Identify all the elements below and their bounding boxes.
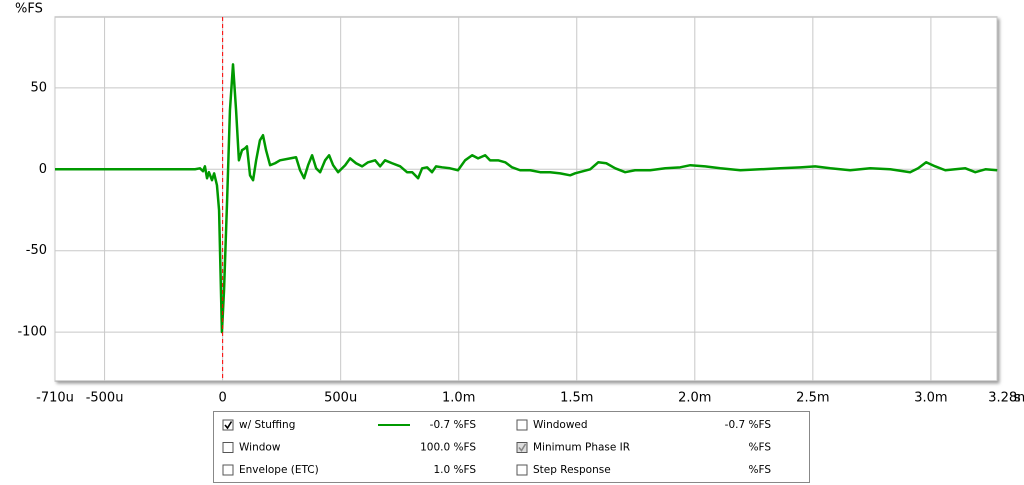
check-mark xyxy=(224,421,233,430)
x-tick-label: 3.28m xyxy=(988,391,1024,406)
x-tick-label: 3.0m xyxy=(914,391,947,406)
y-axis-label: %FS xyxy=(15,2,43,17)
legend-label[interactable]: w/ Stuffing xyxy=(239,419,295,431)
legend-readout: %FS xyxy=(749,442,772,454)
x-tick-label: -500u xyxy=(86,391,124,406)
x-tick-label: 500u xyxy=(324,391,357,406)
plot-area xyxy=(54,16,998,382)
legend-label[interactable]: Window xyxy=(239,442,281,454)
x-tick-label: -710u xyxy=(36,391,74,406)
legend-readout: -0.7 %FS xyxy=(725,419,772,431)
checkbox[interactable] xyxy=(222,464,234,476)
y-tick-label: 50 xyxy=(30,80,47,95)
legend-readout: 100.0 %FS xyxy=(420,442,476,454)
y-tick-label: -50 xyxy=(26,243,47,258)
x-tick-label: 0 xyxy=(218,391,226,406)
legend-label[interactable]: Windowed xyxy=(533,419,588,431)
legend-readout: 1.0 %FS xyxy=(433,464,476,476)
checkbox[interactable] xyxy=(516,464,528,476)
x-tick-label: 2.0m xyxy=(678,391,711,406)
legend-label[interactable]: Envelope (ETC) xyxy=(239,464,319,476)
checkbox[interactable] xyxy=(222,419,234,431)
legend-panel xyxy=(213,411,810,483)
checkbox[interactable] xyxy=(516,419,528,431)
x-tick-label: 2.5m xyxy=(796,391,829,406)
legend-label[interactable]: Minimum Phase IR xyxy=(533,442,630,454)
series-line xyxy=(55,63,998,334)
checkbox[interactable] xyxy=(516,442,528,453)
x-tick-label: 1.5m xyxy=(560,391,593,406)
checkbox[interactable] xyxy=(222,442,234,453)
y-tick-label: 0 xyxy=(39,162,47,177)
y-tick-label: -100 xyxy=(17,325,47,340)
x-tick-label: 1.0m xyxy=(442,391,475,406)
x-unit: s xyxy=(1014,391,1021,406)
legend-label[interactable]: Step Response xyxy=(533,464,611,476)
legend-readout: %FS xyxy=(749,464,772,476)
check-mark xyxy=(518,443,527,452)
legend-readout: -0.7 %FS xyxy=(430,419,477,431)
